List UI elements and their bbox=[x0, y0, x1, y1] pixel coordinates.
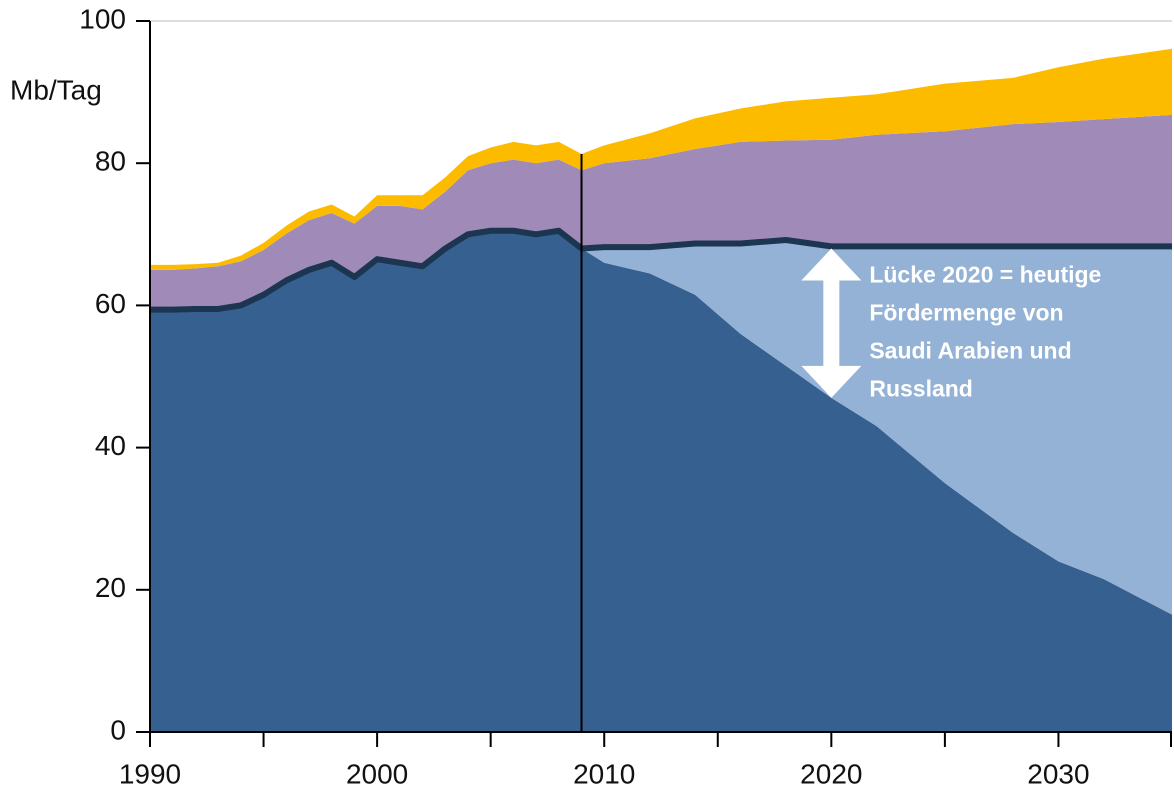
area bbox=[150, 230, 1172, 615]
annotation: Saudi Arabien und bbox=[869, 338, 1071, 364]
x-tick-label: 2030 bbox=[1027, 758, 1089, 789]
area bbox=[150, 230, 1172, 732]
area bbox=[150, 48, 1172, 270]
y-axis-label: Mb/Tag bbox=[10, 74, 102, 105]
x-tick-label: 1990 bbox=[119, 758, 181, 789]
y-tick-label: 0 bbox=[110, 714, 126, 745]
total-line bbox=[150, 227, 1172, 313]
y-tick-label: 60 bbox=[95, 288, 126, 319]
y-tick-label: 80 bbox=[95, 146, 126, 177]
x-tick-label: 2000 bbox=[346, 758, 408, 789]
y-tick-label: 100 bbox=[79, 3, 126, 34]
annotation: Lücke 2020 = heutige bbox=[869, 262, 1101, 288]
y-tick-label: 20 bbox=[95, 572, 126, 603]
x-tick-label: 2020 bbox=[800, 758, 862, 789]
annotation: Fördermenge von bbox=[869, 300, 1063, 326]
x-tick-label: 2010 bbox=[573, 758, 635, 789]
y-tick-label: 40 bbox=[95, 430, 126, 461]
annotation: Russland bbox=[869, 376, 973, 402]
gap-arrow bbox=[801, 248, 862, 398]
